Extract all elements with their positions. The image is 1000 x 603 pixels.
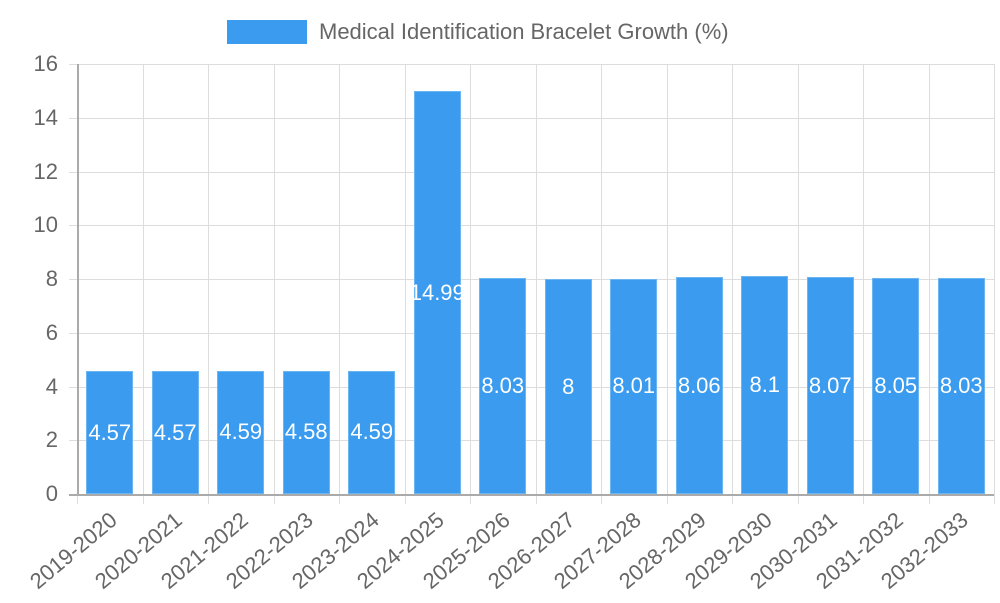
y-axis-tick-label: 14	[33, 105, 58, 130]
legend-swatch	[227, 20, 307, 44]
y-axis-tick-label: 0	[45, 481, 58, 506]
gridline-horizontal	[69, 279, 994, 280]
y-axis-tick-label: 8	[45, 266, 58, 291]
bar-value-label: 8.1	[749, 372, 781, 398]
bar-2028-2029[interactable]	[675, 277, 723, 494]
bar-value-label: 8.03	[939, 373, 983, 399]
gridline-vertical	[732, 64, 733, 504]
bar-2032-2033[interactable]	[937, 278, 985, 494]
legend[interactable]: Medical Identification Bracelet Growth (…	[0, 20, 1000, 44]
y-axis-tick-label: 16	[33, 51, 58, 76]
bar-2022-2023[interactable]	[282, 370, 330, 494]
gridline-vertical	[470, 64, 471, 504]
bar-value-label: 8.07	[808, 372, 852, 398]
bar-value-label: 8.03	[481, 373, 525, 399]
gridline-horizontal	[69, 333, 994, 334]
gridline-horizontal	[69, 118, 994, 119]
x-axis	[69, 494, 994, 496]
gridline-vertical	[405, 64, 406, 504]
bar-2019-2020[interactable]	[86, 371, 134, 494]
bar-value-label: 8.06	[677, 372, 721, 398]
legend-label: Medical Identification Bracelet Growth (…	[319, 19, 729, 44]
gridline-horizontal	[69, 64, 994, 65]
bar-2023-2024[interactable]	[348, 370, 396, 494]
bar-2020-2021[interactable]	[151, 371, 199, 494]
gridline-vertical	[208, 64, 209, 504]
y-axis-tick-label: 6	[45, 320, 58, 345]
gridline-horizontal	[69, 387, 994, 388]
bar-2029-2030[interactable]	[741, 276, 789, 494]
gridline-vertical	[863, 64, 864, 504]
bar-value-label: 4.58	[284, 419, 328, 445]
bar-2025-2026[interactable]	[479, 278, 527, 494]
bar-value-label: 8.05	[874, 372, 918, 398]
y-axis-tick-label: 2	[45, 427, 58, 452]
bar-value-label: 14.99	[409, 279, 465, 305]
gridline-vertical	[536, 64, 537, 504]
gridline-horizontal	[69, 440, 994, 441]
bar-value-label: 4.57	[153, 419, 197, 445]
gridline-vertical	[339, 64, 340, 504]
gridline-vertical	[798, 64, 799, 504]
gridline-vertical	[143, 64, 144, 504]
bar-value-label: 8.01	[612, 373, 656, 399]
bar-2026-2027[interactable]	[544, 279, 592, 494]
bar-2031-2032[interactable]	[872, 277, 920, 494]
bar-2027-2028[interactable]	[610, 278, 658, 494]
gridline-vertical	[929, 64, 930, 504]
bar-2021-2022[interactable]	[217, 370, 265, 494]
gridline-vertical	[601, 64, 602, 504]
bar-2030-2031[interactable]	[806, 277, 854, 494]
bar-value-label: 4.59	[219, 419, 263, 445]
gridline-horizontal	[69, 225, 994, 226]
y-axis-tick-label: 10	[33, 212, 58, 237]
gridline-horizontal	[69, 172, 994, 173]
y-axis-tick-label: 4	[45, 374, 58, 399]
bar-value-label: 4.59	[350, 419, 394, 445]
gridline-vertical	[994, 64, 995, 504]
bar-value-label: 8	[562, 373, 575, 399]
gridline-vertical	[274, 64, 275, 504]
y-axis	[77, 64, 79, 494]
bar-2024-2025[interactable]	[413, 91, 461, 494]
y-axis-tick-label: 12	[33, 159, 58, 184]
gridline-vertical	[667, 64, 668, 504]
bar-value-label: 4.57	[88, 419, 132, 445]
